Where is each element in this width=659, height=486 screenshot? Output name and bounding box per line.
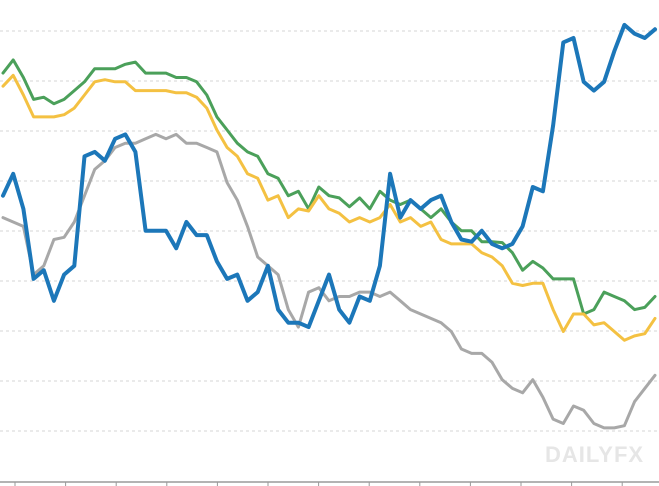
x-axis-ticks <box>14 482 623 486</box>
plot-series <box>1 22 657 430</box>
series-line-1 <box>1 58 657 316</box>
watermark-logo-text: DAILYFX <box>545 442 644 467</box>
series-line-4 <box>1 22 657 330</box>
series-line-2 <box>1 73 657 342</box>
series-line-3 <box>1 132 657 430</box>
gridlines <box>0 30 659 432</box>
